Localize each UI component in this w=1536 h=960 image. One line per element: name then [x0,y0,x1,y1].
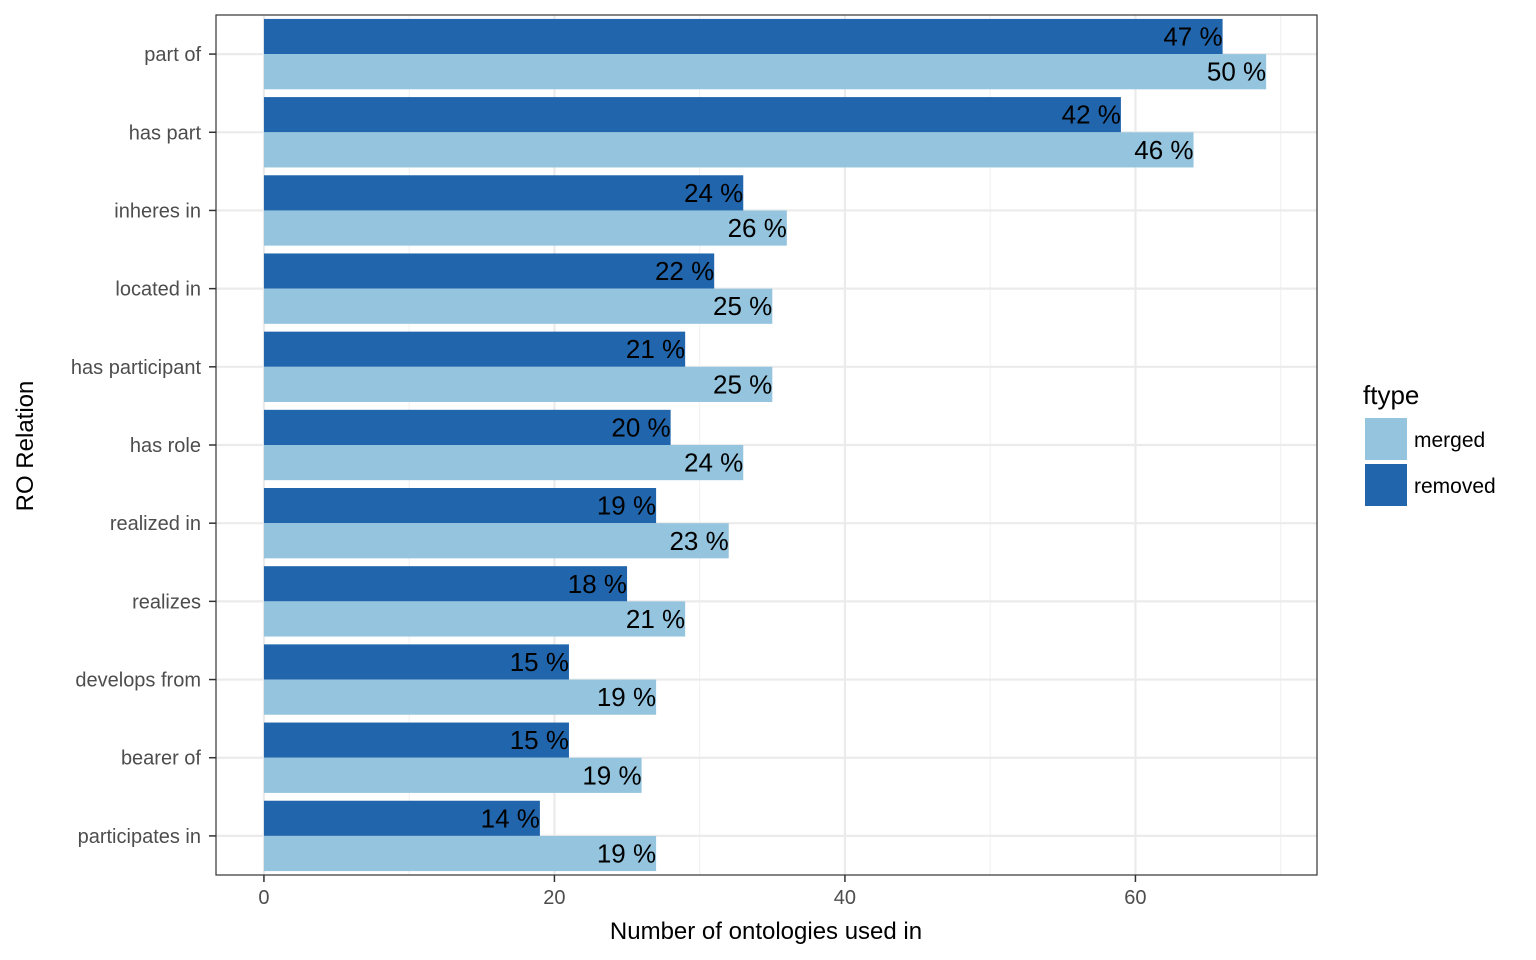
bar-removed [263,644,569,680]
data-label-removed: 15 % [510,647,569,677]
bar-removed [263,722,569,758]
bar-removed [263,409,671,445]
bar-removed [263,331,686,367]
y-axis: part of has part inheres in located in has p… [71,44,216,848]
data-label-merged: 19 % [582,760,641,790]
y-tick-label: bearer of [121,748,201,770]
data-label-merged: 50 % [1207,57,1266,87]
data-label-merged: 24 % [684,448,743,478]
data-label-removed: 24 % [684,178,743,208]
bar-removed [263,800,540,836]
legend-title: ftype [1363,380,1419,410]
data-label-merged: 26 % [728,213,787,243]
bar-removed [263,18,1223,55]
data-label-merged: 19 % [597,682,656,712]
data-label-merged: 21 % [626,604,685,634]
data-label-removed: 22 % [655,256,714,286]
y-axis-title: RO Relation [12,381,39,512]
legend-label-merged: merged [1414,429,1485,452]
y-tick-label: has participant [71,357,202,379]
bar-removed [263,488,657,524]
bar-merged [263,679,657,715]
bar-merged [263,210,787,246]
data-label-removed: 21 % [626,334,685,364]
y-tick-label: realizes [132,591,201,613]
bars [263,18,1267,872]
bar-merged [263,835,657,872]
bar-merged [263,132,1194,168]
y-tick-label: has role [130,435,201,457]
data-label-removed: 14 % [481,803,540,833]
data-label-merged: 19 % [597,839,656,869]
y-tick-label: develops from [75,670,201,692]
data-label-merged: 25 % [713,291,772,321]
bar-merged [263,366,773,402]
x-tick-label: 60 [1124,887,1146,909]
legend-key-removed [1365,464,1407,506]
y-tick-label: participates in [78,826,201,848]
bar-merged [263,54,1267,90]
bar-removed [263,253,715,289]
bar-merged [263,601,686,637]
data-label-removed: 47 % [1163,22,1222,52]
data-label-removed: 15 % [510,725,569,755]
bar-merged [263,757,642,793]
bar-removed [263,97,1121,133]
bar-labels: 47 % 50 % 42 % 46 % 24 % 26 % 22 % 25 % 21 % 25 %… [481,22,1267,869]
data-label-removed: 19 % [597,491,656,521]
data-label-removed: 42 % [1062,100,1121,130]
data-label-merged: 25 % [713,369,772,399]
data-label-merged: 23 % [669,526,728,556]
data-label-removed: 18 % [568,569,627,599]
legend-label-removed: removed [1414,475,1496,498]
legend-key-merged [1365,418,1407,460]
y-tick-label: part of [144,44,201,66]
legend: ftype merged removed [1363,380,1496,506]
bar-merged [263,523,729,559]
bar-merged [263,288,773,324]
y-tick-label: inheres in [114,200,201,222]
x-tick-label: 0 [258,887,269,909]
x-axis-title: Number of ontologies used in [610,918,922,945]
y-tick-label: realized in [110,513,201,535]
bar-merged [263,445,744,481]
y-tick-label: located in [115,279,201,301]
data-label-merged: 46 % [1134,135,1193,165]
y-tick-label: has part [129,122,202,144]
x-axis: 0 20 40 60 [258,875,1147,909]
bar-removed [263,175,744,211]
bar-removed [263,566,628,602]
data-label-removed: 20 % [611,412,670,442]
x-tick-label: 40 [834,887,856,909]
x-tick-label: 20 [543,887,565,909]
